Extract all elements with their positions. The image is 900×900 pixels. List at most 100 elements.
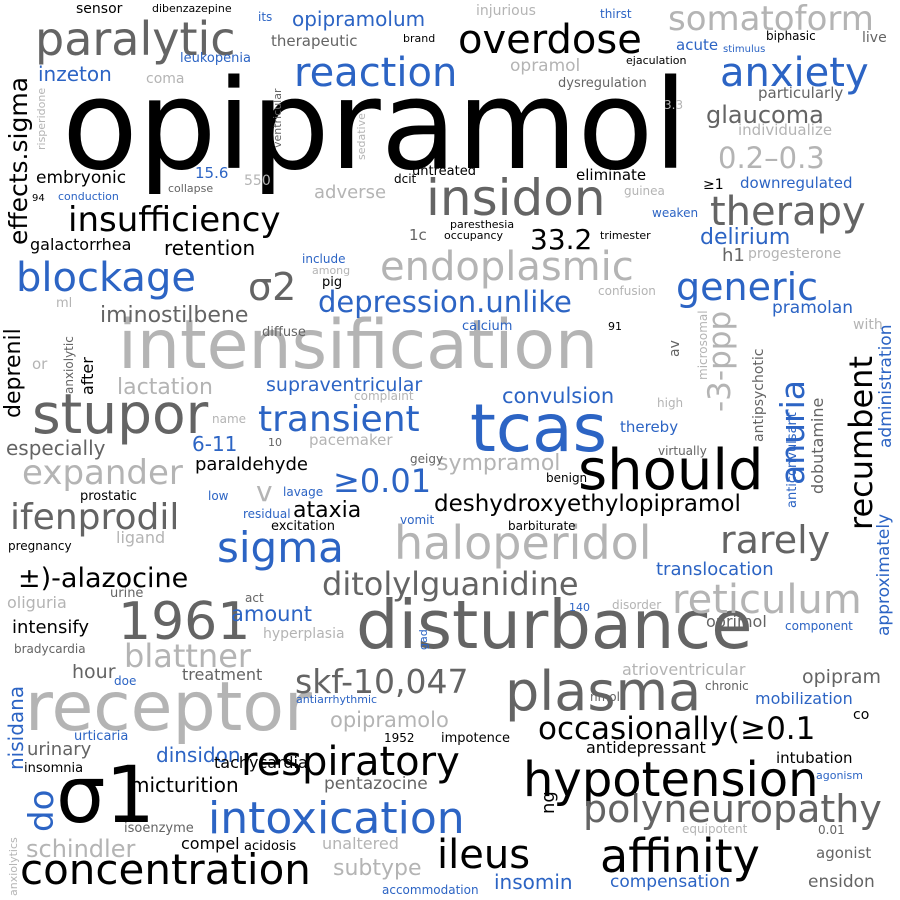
word-oprimol: oprimol	[706, 612, 767, 631]
word-administration: administration	[876, 324, 896, 448]
word-reaction: reaction	[294, 50, 458, 96]
word-concentration: concentration	[20, 845, 311, 894]
word-0-01: 0.01	[818, 823, 845, 837]
word-overdose: overdose	[458, 17, 642, 63]
word-especially: especially	[6, 436, 106, 460]
word-deshydroxyethylopipramol: deshydroxyethylopipramol	[434, 491, 741, 517]
word-intoxication: intoxication	[208, 793, 465, 844]
word-geq-1: ≥1	[703, 177, 724, 193]
word-downregulated: downregulated	[740, 174, 853, 192]
word-supraventricular: supraventricular	[266, 374, 423, 396]
word-translocation: translocation	[656, 559, 774, 580]
word-intensification: intensification	[118, 306, 599, 385]
word-barbiturate: barbiturate	[508, 519, 576, 533]
word-subtype: subtype	[333, 856, 422, 881]
word-opipramol: opipramol	[62, 54, 688, 198]
word-affinity: affinity	[600, 829, 760, 883]
word-brand: brand	[403, 32, 436, 45]
word-lavage: lavage	[283, 485, 324, 499]
word-pramolan: pramolan	[772, 298, 854, 318]
word-urinary: urinary	[27, 739, 92, 760]
word-blockage: blockage	[16, 255, 196, 301]
word-high: high	[657, 396, 684, 410]
word-acute: acute	[676, 36, 719, 54]
word-progesterone: progesterone	[748, 246, 842, 262]
word-prostatic: prostatic	[80, 489, 137, 504]
word-risperidone: risperidone	[35, 87, 48, 150]
word-opipramolo: opipramolo	[330, 708, 449, 732]
word-lactation: lactation	[117, 375, 213, 400]
word-eliminate: eliminate	[576, 166, 647, 184]
word-occupancy: occupancy	[444, 229, 504, 242]
word-ensidon: ensidon	[808, 872, 875, 892]
word-ng: ng	[538, 791, 559, 814]
word-effects-sigma: effects.sigma	[4, 76, 33, 245]
word-1c: 1c	[409, 226, 427, 244]
word-paraldehyde: paraldehyde	[195, 454, 308, 475]
word-convulsion: convulsion	[502, 384, 615, 408]
word-generic: generic	[676, 265, 819, 309]
word-adverse: adverse	[314, 182, 387, 203]
word-91: 91	[608, 320, 622, 333]
word-vomit: vomit	[400, 513, 435, 527]
word-plasma: plasma	[505, 660, 702, 723]
word-compel: compel	[181, 834, 240, 853]
word-ejaculation: ejaculation	[626, 54, 687, 67]
word-co: co	[853, 707, 870, 723]
word-bradycardia: bradycardia	[14, 642, 86, 656]
word-acidosis: acidosis	[244, 839, 297, 854]
word-among: among	[312, 264, 351, 277]
word-unaltered: unaltered	[322, 834, 399, 853]
word-confusion: confusion	[598, 284, 656, 298]
word-excitation: excitation	[271, 519, 335, 534]
word-intubation: intubation	[776, 749, 853, 767]
word-injurious: injurious	[476, 3, 536, 19]
word-antipsychotic: antipsychotic	[751, 348, 767, 442]
word-opipramolum: opipramolum	[292, 7, 426, 31]
word-geigy: geigy	[410, 452, 444, 466]
word-intensify: intensify	[12, 617, 90, 638]
word-haloperidol: haloperidol	[394, 516, 652, 570]
word-sedative: sedative	[355, 113, 368, 160]
word-tachycardia: tachycardia	[214, 753, 308, 772]
word-retention: retention	[164, 236, 256, 260]
word-receptor: receptor	[25, 668, 312, 747]
word-insidon: insidon	[426, 169, 606, 227]
word-ml: ml	[56, 296, 73, 311]
word-6-11: 6-11	[192, 432, 238, 456]
word-conduction: conduction	[58, 190, 119, 203]
word-anxiolytics: anxiolytics	[7, 837, 20, 896]
word-expander: expander	[22, 453, 183, 493]
word-its: its	[258, 10, 273, 24]
word-therapy: therapy	[710, 189, 866, 235]
word-insomnia: insomnia	[24, 761, 84, 776]
word-equipotent: equipotent	[682, 822, 748, 836]
word-live: live	[862, 30, 887, 46]
word-geq-0-01: ≥0.01	[333, 462, 432, 500]
word-disorder: disorder	[612, 598, 662, 612]
word-somatoform: somatoform	[668, 0, 874, 39]
word-antidepressant: antidepressant	[586, 738, 706, 757]
word-agonism: agonism	[816, 769, 863, 782]
word-pregnancy: pregnancy	[8, 539, 72, 553]
word-occasionally: occasionally(≥0.1	[538, 711, 816, 747]
word-dcit: dcit	[394, 172, 417, 186]
word-reticulum: reticulum	[672, 577, 862, 623]
word-polyneuropathy: polyneuropathy	[583, 787, 882, 831]
word-insufficiency: insufficiency	[68, 200, 281, 240]
word-av: av	[667, 340, 683, 357]
word-ifenprodil: ifenprodil	[10, 497, 180, 538]
word-nisidana: nisidana	[4, 685, 28, 770]
word-virtually: virtually	[658, 444, 707, 458]
word-low: low	[208, 489, 229, 503]
word-alazocine: ±)-alazocine	[18, 563, 189, 594]
word-stimulus: stimulus	[723, 44, 766, 55]
word-insomin: insomin	[494, 870, 573, 894]
word-doe: doe	[114, 674, 137, 688]
word-benign: benign	[546, 471, 588, 485]
word-sigma2: σ2	[248, 265, 297, 309]
word-biphasic: biphasic	[766, 29, 816, 43]
word-respiratory: respiratory	[241, 739, 460, 785]
word-with: with	[853, 317, 883, 333]
